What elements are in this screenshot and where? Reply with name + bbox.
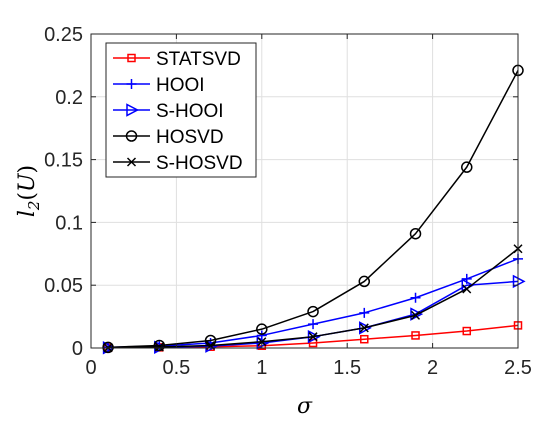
data-point-s-hosvd — [308, 332, 318, 342]
data-point-hooi — [359, 307, 370, 318]
series-line-s-hooi — [108, 280, 519, 349]
y-tick-label: 0.15 — [44, 150, 83, 172]
y-tick-label: 0.2 — [55, 87, 83, 109]
legend-marker — [127, 53, 136, 63]
y-label-close: ) — [15, 165, 40, 174]
y-tick-label: 0.05 — [44, 275, 83, 297]
x-tick-label: 1 — [256, 357, 267, 379]
data-point-hosvd — [153, 339, 166, 352]
legend-entry-s-hosvd: S-HOSVD — [113, 153, 243, 174]
series-s-hosvd — [103, 244, 523, 353]
data-point-statsvd — [462, 326, 472, 336]
data-point-statsvd — [411, 331, 420, 340]
data-point-hooi — [410, 292, 421, 303]
legend-label: STATSVD — [156, 49, 241, 70]
axis-labels: σ l2(U) — [15, 165, 313, 419]
data-point-s-hooi — [359, 321, 372, 335]
data-point-s-hosvd — [410, 310, 421, 320]
data-point-hooi — [256, 330, 267, 341]
plot-frame — [90, 33, 519, 349]
ticks: 0 0.5 1 1.5 2 2.5 0 0.05 0.1 0.15 0.2 0.25 — [44, 24, 532, 379]
y-tick-label: 0 — [72, 338, 83, 360]
data-point-s-hooi — [512, 274, 526, 289]
y-tick-label: 0.1 — [55, 212, 83, 234]
data-point-s-hosvd — [462, 284, 472, 294]
legend-marker — [125, 130, 138, 142]
data-point-statsvd — [360, 334, 369, 344]
y-tick-label: 0.25 — [44, 24, 83, 46]
legend-marker — [126, 103, 140, 117]
x-tick-label: 0 — [85, 357, 96, 379]
legend-label: HOOI — [156, 75, 205, 96]
data-point-s-hosvd — [257, 337, 267, 347]
x-tick-label: 0.5 — [162, 357, 190, 379]
legend-marker — [126, 157, 137, 167]
legend: STATSVD HOOI S-HOOI HOSVD S-HOSVD — [105, 42, 257, 178]
legend-entry-statsvd: STATSVD — [113, 49, 241, 70]
x-tick-label: 2.5 — [504, 357, 532, 379]
x-axis-label: σ — [297, 394, 313, 419]
y-label-sub: 2 — [25, 201, 43, 212]
legend-label: HOSVD — [156, 127, 224, 148]
data-point-hosvd — [256, 323, 268, 335]
series-s-hooi — [102, 274, 526, 355]
data-point-hosvd — [358, 275, 371, 288]
data-point-hooi — [308, 319, 319, 330]
y-label-open: ( — [15, 192, 40, 201]
data-point-s-hosvd — [359, 323, 369, 333]
data-point-hosvd — [461, 161, 473, 173]
y-label-var: U — [15, 172, 40, 192]
legend-entry-hooi: HOOI — [113, 75, 205, 96]
legend-label: S-HOSVD — [156, 153, 243, 174]
x-tick-label: 1.5 — [333, 357, 361, 379]
data-point-s-hosvd — [154, 342, 164, 352]
data-point-hosvd — [409, 227, 422, 240]
legend-marker — [126, 79, 137, 89]
legend-label: S-HOOI — [156, 101, 224, 122]
x-tick-label: 2 — [427, 357, 438, 379]
legend-entry-hosvd: HOSVD — [113, 127, 224, 148]
legend-entry-s-hooi: S-HOOI — [113, 101, 224, 122]
data-point-hosvd — [307, 305, 319, 318]
y-label-main: l — [15, 210, 40, 217]
y-axis-label: l2(U) — [15, 165, 43, 217]
